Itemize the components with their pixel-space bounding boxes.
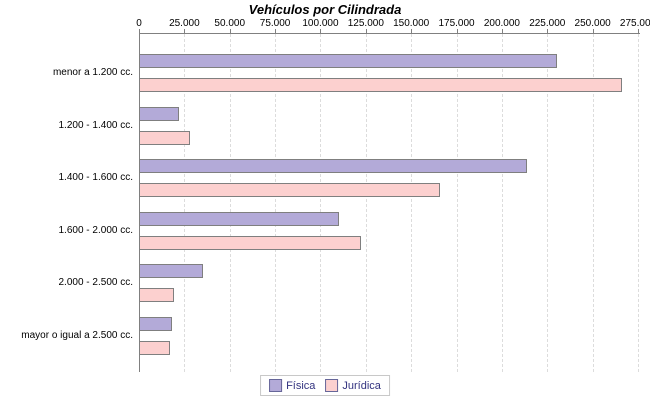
- x-tick-mark: [229, 29, 231, 33]
- vertical-gridline: [275, 34, 277, 372]
- x-tick-label: 200.000: [483, 18, 520, 29]
- bar-fisica: [139, 159, 527, 174]
- x-tick-label: 250.000: [574, 18, 611, 29]
- chart-title: Vehículos por Cilindrada: [248, 2, 402, 17]
- vertical-gridline: [320, 34, 322, 372]
- legend-label: Física: [286, 379, 316, 392]
- x-tick-mark: [275, 29, 277, 33]
- x-tick-label: 25.000: [169, 18, 200, 29]
- category-label: 1.400 - 1.600 cc.: [58, 172, 134, 184]
- vertical-gridline: [592, 34, 594, 372]
- category-label: 2.000 - 2.500 cc.: [58, 277, 134, 289]
- x-tick-mark: [184, 29, 186, 33]
- x-tick-label: 125.000: [347, 18, 384, 29]
- x-tick-mark: [365, 29, 367, 33]
- category-label: menor a 1.200 cc.: [52, 67, 133, 78]
- bar-juridica: [139, 288, 174, 303]
- bar-juridica: [139, 183, 440, 198]
- vertical-gridline: [456, 34, 458, 372]
- vertical-gridline: [184, 34, 186, 372]
- vertical-gridline: [411, 34, 413, 372]
- bar-fisica: [139, 317, 172, 331]
- y-axis-line: [139, 33, 140, 372]
- legend-item-fisica: Física: [269, 379, 315, 392]
- legend-swatch-icon: [269, 379, 283, 392]
- legend: Física Jurídica: [260, 375, 390, 396]
- bar-juridica: [139, 130, 190, 145]
- bar-juridica: [139, 78, 622, 92]
- x-tick-mark: [592, 29, 594, 33]
- bar-fisica: [139, 211, 339, 226]
- x-tick-label: 75.000: [259, 18, 291, 29]
- x-tick-mark: [501, 29, 503, 33]
- x-tick-label: 225.000: [529, 18, 566, 29]
- x-tick-label: 150.000: [393, 18, 430, 29]
- vertical-gridline: [229, 34, 231, 372]
- bar-fisica: [139, 54, 557, 68]
- x-tick-mark: [547, 29, 549, 33]
- bar-fisica: [139, 264, 203, 279]
- vertical-gridline: [638, 34, 639, 372]
- x-tick-mark: [456, 29, 458, 33]
- x-tick-mark: [139, 29, 140, 33]
- x-tick-mark: [638, 29, 639, 33]
- vertical-gridline: [365, 34, 367, 372]
- bar-juridica: [139, 341, 170, 355]
- legend-label: Jurídica: [342, 379, 381, 392]
- x-tick-label: 100.000: [302, 18, 339, 29]
- x-tick-label: 50.000: [214, 18, 246, 29]
- x-tick-label: 175.000: [438, 18, 475, 29]
- bar-juridica: [139, 235, 361, 250]
- category-label: mayor o igual a 2.500 cc.: [21, 330, 133, 341]
- x-axis-line: [139, 33, 640, 34]
- x-tick-label: 275.000: [619, 18, 650, 29]
- category-label: 1.200 - 1.400 cc.: [58, 119, 134, 131]
- vertical-gridline: [547, 34, 549, 372]
- bar-fisica: [139, 106, 179, 121]
- x-tick-mark: [320, 29, 322, 33]
- x-tick-mark: [411, 29, 413, 33]
- legend-item-juridica: Jurídica: [325, 379, 381, 392]
- category-label: 1.600 - 2.000 cc.: [58, 224, 134, 236]
- legend-swatch-icon: [325, 379, 339, 392]
- x-tick-label: 0: [136, 18, 142, 29]
- vertical-gridline: [501, 34, 503, 372]
